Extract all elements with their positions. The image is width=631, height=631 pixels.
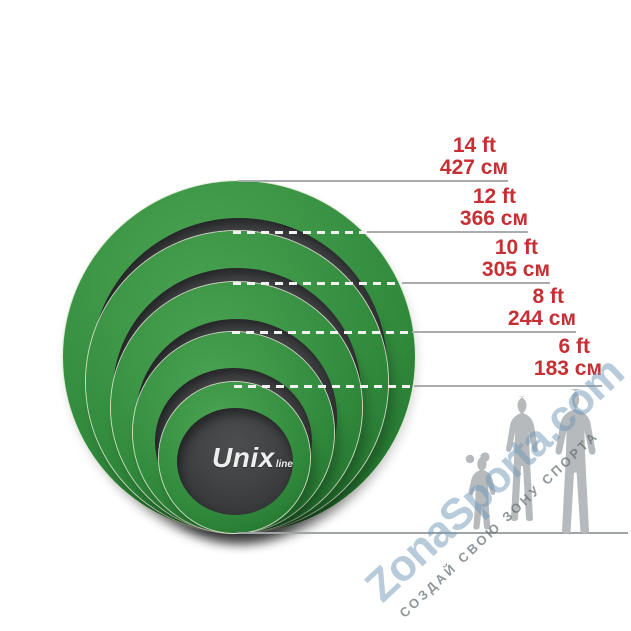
family-silhouette <box>465 389 596 534</box>
ground-line <box>237 532 628 534</box>
size-label-10ft: 10 ft 305 см <box>430 237 550 281</box>
trampoline-6ft <box>159 382 310 533</box>
size-label-12ft-feet: 12 ft <box>472 185 516 208</box>
dash-line-10ft <box>233 282 402 285</box>
dash-line-12ft <box>233 231 367 234</box>
size-label-8ft: 8 ft 244 см <box>456 286 576 330</box>
size-label-6ft-feet: 6 ft <box>558 335 591 358</box>
child-silhouette <box>465 452 496 530</box>
measure-line-14ft <box>238 180 508 182</box>
size-label-10ft-cm: 305 см <box>481 258 550 281</box>
dash-line-8ft <box>232 331 412 334</box>
brand-logo: Unixline <box>212 444 293 472</box>
size-label-14ft-feet: 14 ft <box>452 134 496 157</box>
size-label-12ft-cm: 366 см <box>459 207 528 230</box>
size-label-6ft-cm: 183 см <box>533 357 602 380</box>
size-label-14ft-cm: 427 см <box>439 156 508 179</box>
brand-logo-name: Unix <box>212 442 275 473</box>
size-label-12ft: 12 ft 366 см <box>408 186 528 230</box>
dash-line-6ft <box>234 385 414 388</box>
trampoline-6ft-mat <box>177 407 294 516</box>
brand-logo-suffix: line <box>275 459 293 470</box>
size-label-8ft-cm: 244 см <box>507 307 576 330</box>
measure-line-12ft <box>367 231 528 233</box>
size-label-10ft-feet: 10 ft <box>494 236 538 259</box>
measure-line-6ft <box>414 385 602 387</box>
woman-silhouette <box>506 396 538 522</box>
measure-line-8ft <box>412 331 576 333</box>
size-label-8ft-feet: 8 ft <box>532 285 565 308</box>
size-label-14ft: 14 ft 427 см <box>388 135 508 179</box>
size-label-6ft: 6 ft 183 см <box>482 336 602 380</box>
measure-line-10ft <box>402 282 550 284</box>
man-silhouette <box>555 389 596 534</box>
